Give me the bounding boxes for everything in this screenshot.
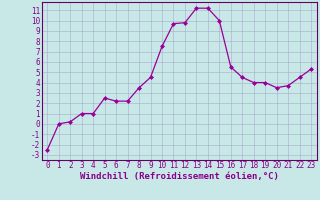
X-axis label: Windchill (Refroidissement éolien,°C): Windchill (Refroidissement éolien,°C) <box>80 172 279 181</box>
